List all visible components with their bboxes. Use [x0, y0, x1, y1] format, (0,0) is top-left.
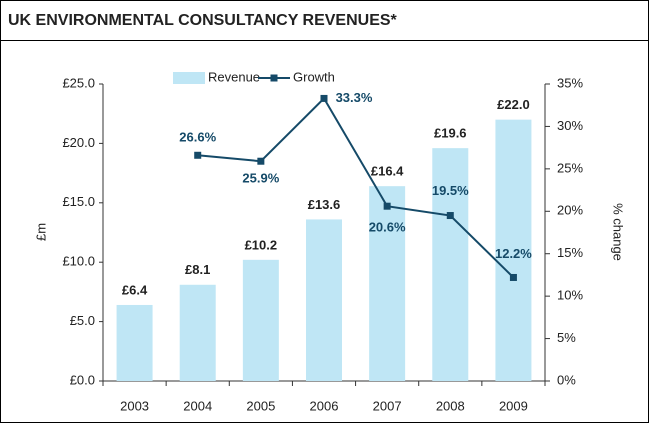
y-tick-label: £20.0 [62, 135, 95, 150]
bar [242, 259, 279, 381]
growth-marker [320, 94, 328, 102]
y-tick-label: £25.0 [62, 75, 95, 90]
y-tick-label: £0.0 [70, 372, 95, 387]
growth-marker [383, 202, 391, 210]
bar-value-label: £8.1 [185, 262, 210, 277]
growth-value-label: 20.6% [369, 220, 406, 235]
y2-tick-label: 25% [557, 160, 583, 175]
x-tick-label: 2004 [183, 398, 212, 413]
y2-tick-label: 30% [557, 118, 583, 133]
y-tick-label: £5.0 [70, 313, 95, 328]
bar-value-label: £16.4 [371, 164, 404, 179]
y2-tick-label: 35% [557, 75, 583, 90]
growth-value-label: 25.9% [242, 171, 279, 186]
y2-tick-label: 15% [557, 245, 583, 260]
growth-marker [194, 151, 202, 159]
bar-value-label: £22.0 [497, 97, 530, 112]
bar [179, 284, 216, 381]
growth-value-label: 26.6% [179, 130, 216, 145]
bar-value-label: £13.6 [308, 197, 341, 212]
y2-axis-label: % change [611, 203, 626, 261]
growth-line [197, 96, 515, 279]
legend-swatch [270, 74, 278, 82]
y-axis-label: £m [33, 223, 48, 241]
x-tick-label: 2009 [499, 398, 528, 413]
x-tick-label: 2007 [373, 398, 402, 413]
bar-value-label: £10.2 [245, 237, 278, 252]
bar [306, 219, 342, 381]
x-tick-label: 2005 [246, 398, 275, 413]
y-tick-label: £10.0 [62, 254, 95, 269]
growth-value-label: 33.3% [336, 90, 373, 105]
legend-label: Growth [293, 69, 335, 84]
y2-tick-label: 0% [557, 372, 576, 387]
y2-tick-label: 20% [557, 203, 583, 218]
bar-value-label: £6.4 [122, 282, 148, 297]
y2-tick-label: 5% [557, 330, 576, 345]
growth-marker [509, 273, 517, 281]
growth-value-label: 12.2% [495, 246, 532, 261]
x-tick-label: 2008 [436, 398, 465, 413]
bar [432, 148, 469, 381]
bar [116, 304, 153, 381]
y-tick-label: £15.0 [62, 194, 95, 209]
growth-marker [446, 212, 454, 220]
growth-marker [257, 157, 265, 165]
bar [369, 186, 406, 381]
bar [495, 119, 532, 381]
growth-value-label: 19.5% [432, 183, 469, 198]
y2-tick-label: 10% [557, 288, 583, 303]
x-tick-label: 2006 [310, 398, 339, 413]
x-tick-label: 2003 [120, 398, 149, 413]
legend-swatch [173, 72, 205, 84]
chart-title: UK ENVIRONMENTAL CONSULTANCY REVENUES* [8, 12, 398, 29]
bar-value-label: £19.6 [434, 126, 467, 141]
legend-label: Revenue [208, 69, 260, 84]
